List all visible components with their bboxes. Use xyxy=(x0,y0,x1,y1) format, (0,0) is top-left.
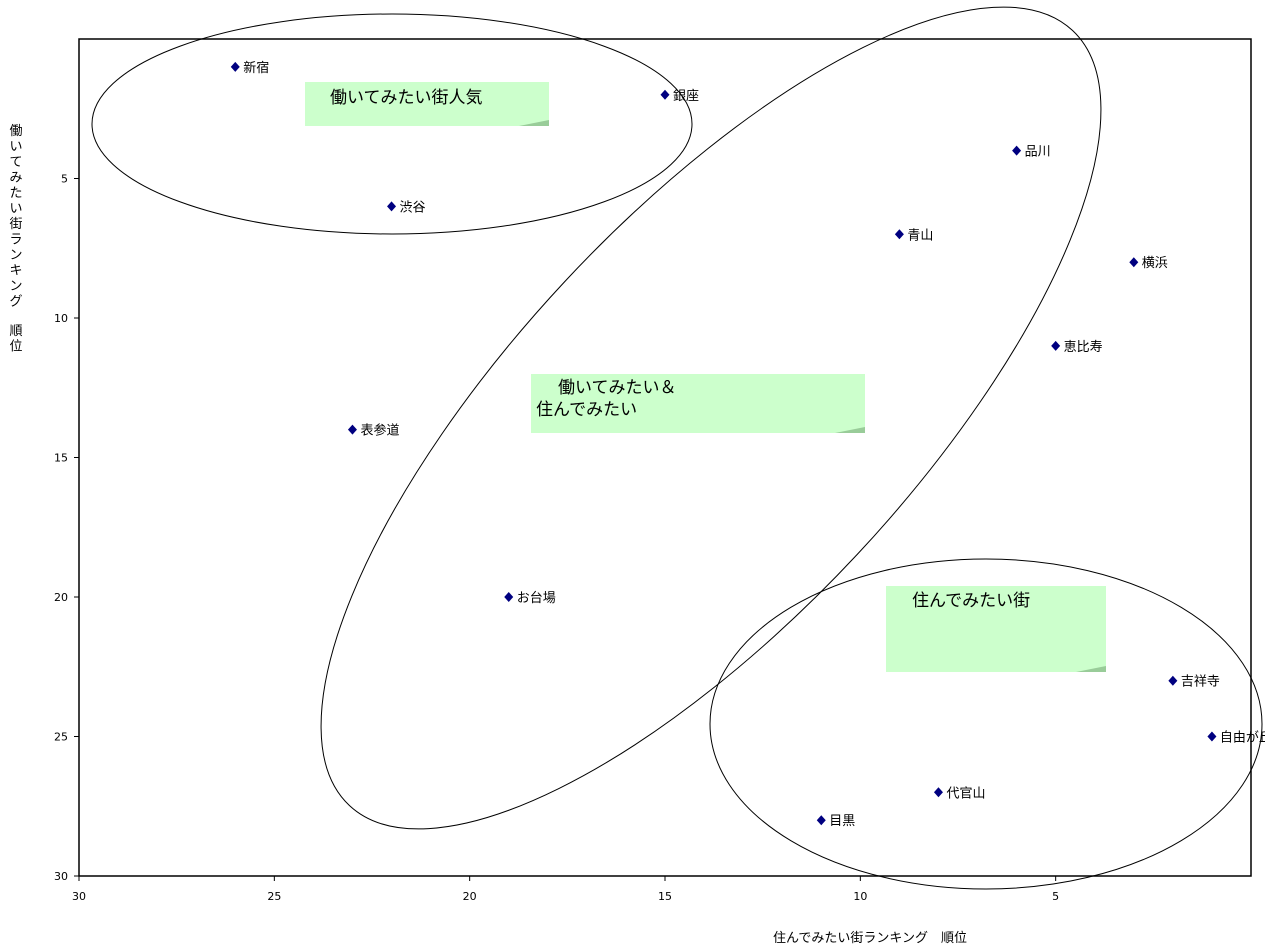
data-point xyxy=(1129,257,1139,268)
y-tick-label: 10 xyxy=(54,312,68,325)
point-label: 銀座 xyxy=(673,89,699,104)
x-tick-label: 10 xyxy=(853,890,867,903)
point-label: 横浜 xyxy=(1142,256,1168,271)
annotation-note: 働いてみたい街人気 xyxy=(305,82,549,126)
data-point xyxy=(1168,675,1178,686)
note-fold xyxy=(519,120,549,126)
point-label: 青山 xyxy=(907,228,933,243)
point-label: 表参道 xyxy=(360,423,399,439)
y-tick-label: 5 xyxy=(61,173,68,186)
x-tick-label: 5 xyxy=(1052,890,1059,903)
y-tick-label: 30 xyxy=(54,870,68,883)
x-tick-label: 30 xyxy=(72,890,86,903)
point-label: 代官山 xyxy=(946,785,985,801)
note-background xyxy=(531,374,865,433)
data-point xyxy=(347,424,357,435)
ellipse-work xyxy=(91,13,693,235)
note-text: 住んでみたい街 xyxy=(912,591,1030,611)
note-text: 住んでみたい xyxy=(536,400,637,420)
x-tick-label: 20 xyxy=(463,890,477,903)
x-axis-title: 住んでみたい街ランキング 順位 xyxy=(773,931,967,946)
point-label: 吉祥寺 xyxy=(1181,675,1220,690)
data-point xyxy=(894,229,904,240)
x-tick-label: 25 xyxy=(267,890,281,903)
note-fold xyxy=(1076,666,1106,672)
note-text: 働いてみたい＆ xyxy=(558,378,677,398)
data-point xyxy=(1012,145,1022,156)
data-point xyxy=(816,815,826,826)
data-point xyxy=(660,89,670,100)
y-tick-label: 25 xyxy=(54,731,68,744)
data-point xyxy=(1051,340,1061,351)
annotation-note: 住んでみたい街 xyxy=(886,586,1106,672)
annotation-note: 働いてみたい＆住んでみたい xyxy=(531,374,865,433)
point-label: 目黒 xyxy=(829,814,855,829)
point-label: お台場 xyxy=(517,591,556,606)
point-label: 品川 xyxy=(1025,145,1051,160)
y-tick-label: 20 xyxy=(54,591,68,604)
ellipse-live xyxy=(709,558,1263,890)
point-label: 自由が丘 xyxy=(1220,731,1265,746)
point-label: 渋谷 xyxy=(400,200,426,215)
data-point xyxy=(387,201,397,212)
point-label: 恵比寿 xyxy=(1064,340,1103,355)
plot-area xyxy=(78,38,1252,877)
note-fold xyxy=(835,427,865,433)
note-text: 働いてみたい街人気 xyxy=(330,88,483,108)
y-axis-title: 働いてみたい街ランキング 順位 xyxy=(9,124,22,355)
y-tick-label: 15 xyxy=(54,452,68,465)
ellipse-both xyxy=(320,6,1102,830)
note-background xyxy=(886,586,1106,672)
note-background xyxy=(305,82,549,126)
data-point xyxy=(1207,731,1217,742)
data-point xyxy=(230,61,240,72)
data-point xyxy=(504,592,514,602)
x-tick-label: 15 xyxy=(658,890,672,903)
point-label: 新宿 xyxy=(243,60,269,76)
data-point xyxy=(933,787,943,798)
